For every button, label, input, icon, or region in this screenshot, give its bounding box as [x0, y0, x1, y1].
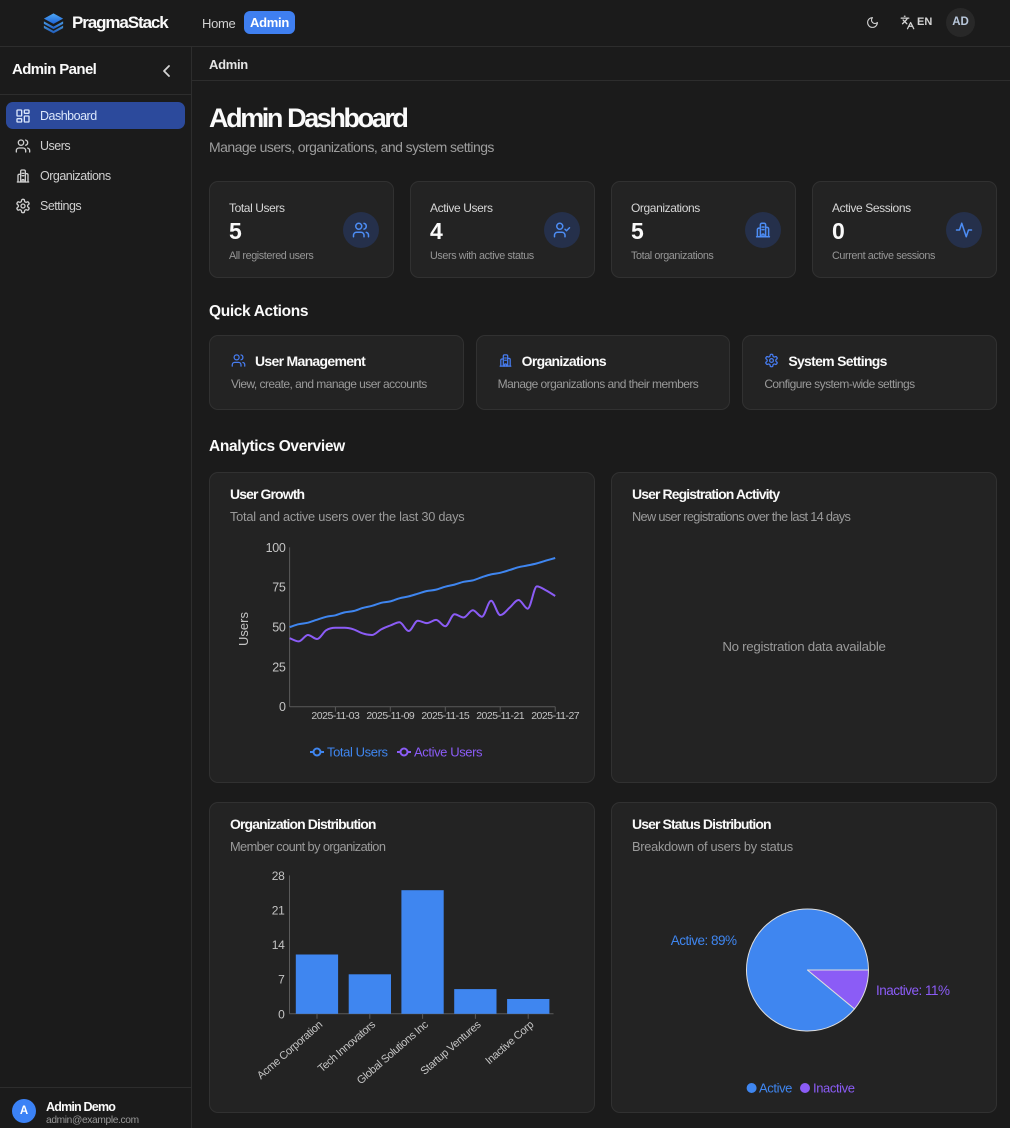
svg-text:7: 7 — [278, 973, 285, 987]
svg-text:Total Users: Total Users — [327, 745, 389, 760]
svg-text:50: 50 — [272, 621, 286, 635]
svg-text:75: 75 — [272, 581, 286, 595]
svg-text:Active: Active — [759, 1081, 792, 1096]
svg-text:Inactive: 11%: Inactive: 11% — [876, 983, 950, 998]
svg-text:Acme Corporation: Acme Corporation — [255, 1019, 325, 1082]
svg-text:2025-11-15: 2025-11-15 — [421, 710, 470, 722]
svg-text:25: 25 — [272, 660, 286, 674]
svg-text:0: 0 — [279, 700, 286, 714]
svg-text:Active Users: Active Users — [414, 745, 483, 760]
svg-text:2025-11-21: 2025-11-21 — [476, 710, 525, 722]
svg-text:2025-11-27: 2025-11-27 — [531, 710, 580, 722]
svg-text:Active: 89%: Active: 89% — [671, 933, 737, 948]
svg-text:28: 28 — [272, 869, 285, 883]
svg-text:21: 21 — [272, 904, 285, 918]
svg-text:100: 100 — [266, 541, 286, 555]
svg-text:2025-11-09: 2025-11-09 — [366, 710, 415, 722]
svg-text:2025-11-03: 2025-11-03 — [311, 710, 360, 722]
svg-text:Users: Users — [236, 612, 251, 646]
svg-text:Inactive: Inactive — [813, 1081, 855, 1096]
svg-text:14: 14 — [272, 938, 285, 952]
svg-text:Inactive Corp: Inactive Corp — [483, 1019, 536, 1067]
svg-text:0: 0 — [278, 1007, 285, 1021]
